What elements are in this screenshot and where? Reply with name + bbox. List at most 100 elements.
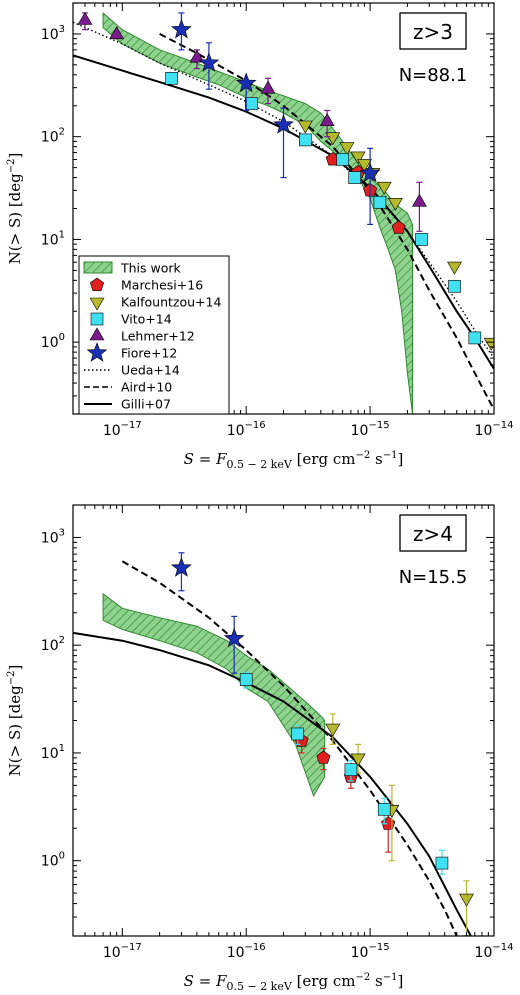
legend-marchesi-marker <box>89 277 105 292</box>
x-tick-label: 10−15 <box>351 942 390 961</box>
y-tick-label: 100 <box>41 332 65 351</box>
y-tick-label-exp: 2 <box>59 635 65 646</box>
legend-lehmer-marker <box>89 327 105 341</box>
y-tick-label: 102 <box>41 635 65 654</box>
y-tick-label: 102 <box>41 127 65 146</box>
x-label-exp2: −1 <box>383 972 398 983</box>
kalfountzou-series <box>325 713 474 936</box>
kalfountzou-marker <box>387 198 403 211</box>
vito-marker <box>373 195 387 209</box>
x-label-close: ] <box>397 972 403 990</box>
legend-label-ueda: Ueda+14 <box>121 363 180 378</box>
legend-label-lehmer: Lehmer+12 <box>121 329 195 344</box>
x-label-exp2: −1 <box>383 450 398 461</box>
vito-marker <box>299 133 312 147</box>
vito-marker <box>348 171 361 184</box>
x-label-sub: 0.5 − 2 keV <box>226 980 292 993</box>
x-tick-label-exp: −14 <box>492 942 513 953</box>
x-label-exp1: −2 <box>355 450 370 461</box>
vito-marker <box>291 727 304 741</box>
fiore-marker <box>359 162 381 183</box>
legend-label-kalfountzou: Kalfountzou+14 <box>121 295 221 310</box>
y-tick-label-exp: 1 <box>59 743 65 754</box>
y-tick-label-exp: 3 <box>59 24 65 35</box>
y-tick-label-base: 10 <box>41 232 59 248</box>
y-tick-label: 101 <box>41 229 65 248</box>
legend-vito-marker <box>90 312 104 326</box>
y-tick-label-base: 10 <box>41 27 59 43</box>
x-label-f: F <box>215 450 227 468</box>
y-tick-label-base: 10 <box>41 335 59 351</box>
gilli-curve <box>73 631 472 936</box>
x-label-s: S <box>184 972 194 990</box>
x-tick-label: 10−16 <box>227 420 266 439</box>
vito-marker <box>165 71 178 85</box>
vito-marker <box>245 97 258 110</box>
x-axis-label: S = F0.5 − 2 keV [erg cm−2 s−1] <box>184 972 404 993</box>
x-label-s: S <box>184 450 194 468</box>
x-tick-label-exp: −17 <box>121 420 142 431</box>
legend-kalfountzou-marker <box>89 297 105 311</box>
kalfountzou-marker <box>325 132 341 146</box>
vito-marker <box>468 331 482 345</box>
kalfountzou-marker <box>350 753 366 767</box>
x-tick-label-base: 10 <box>103 423 121 439</box>
x-tick-label-exp: −15 <box>368 942 389 953</box>
y-tick-label-base: 10 <box>41 638 59 654</box>
x-tick-label-exp: −14 <box>492 420 513 431</box>
redshift-label: z>3 <box>413 20 453 44</box>
y-label-close: ] <box>6 153 24 159</box>
kalfountzou-marker <box>297 120 313 134</box>
redshift-box <box>399 514 467 552</box>
redshift-label: z>4 <box>413 522 453 546</box>
this-work-band <box>102 592 326 797</box>
x-tick-label-base: 10 <box>351 423 369 439</box>
lehmer-marker <box>260 80 276 94</box>
vito-series <box>239 671 449 875</box>
x-label-units: [erg cm <box>292 972 356 990</box>
y-tick-label-base: 10 <box>41 746 59 762</box>
lehmer-marker <box>77 11 93 25</box>
marchesi-marker <box>391 220 406 234</box>
y-axis-label: N(> S) [deg−2] <box>6 153 24 265</box>
kalfountzou-marker <box>325 723 341 737</box>
x-tick-label-base: 10 <box>227 945 245 961</box>
y-tick-label-exp: 0 <box>59 851 65 862</box>
fiore-series <box>171 12 381 226</box>
lehmer-marker <box>319 113 335 126</box>
aird-curve <box>121 560 458 936</box>
y-tick-label-base: 10 <box>41 530 59 546</box>
kalfountzou-marker <box>459 893 474 907</box>
lehmer-marker <box>189 49 205 63</box>
marchesi-marker <box>316 750 331 764</box>
kalfountzou-marker <box>350 151 366 165</box>
x-label-s-unit: s <box>370 972 382 990</box>
y-tick-label: 103 <box>41 527 65 546</box>
vito-marker <box>435 856 449 870</box>
vito-series <box>165 71 482 345</box>
x-label-sub: 0.5 − 2 keV <box>226 458 292 471</box>
plot-area <box>73 11 494 414</box>
lehmer-series <box>77 11 427 232</box>
fiore-marker <box>171 18 192 39</box>
fiore-marker <box>171 557 192 577</box>
fiore-series <box>171 552 245 674</box>
x-tick-label: 10−16 <box>227 942 266 961</box>
x-label-s-unit: s <box>370 450 382 468</box>
marchesi-marker <box>381 816 396 830</box>
vito-marker <box>239 673 253 686</box>
y-label-exp: −2 <box>6 670 17 685</box>
x-label-close: ] <box>397 450 403 468</box>
n-annotation: N=15.5 <box>399 567 468 588</box>
legend-fiore-marker <box>86 342 108 362</box>
kalfountzou-marker <box>356 159 372 172</box>
y-tick-label: 100 <box>41 851 65 870</box>
n-annotation: N=88.1 <box>399 65 468 86</box>
y-axis-label: N(> S) [deg−2] <box>6 665 24 777</box>
y-label-exp: −2 <box>6 158 17 173</box>
x-label-eq: = <box>194 972 216 990</box>
x-tick-label-base: 10 <box>103 945 121 961</box>
y-label-main: N(> S) [deg <box>6 685 24 777</box>
x-tick-label-base: 10 <box>475 945 493 961</box>
